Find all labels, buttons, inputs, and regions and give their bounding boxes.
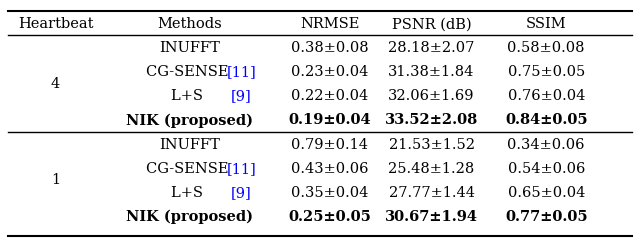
Text: [9]: [9]: [231, 89, 252, 103]
Text: 25.48±1.28: 25.48±1.28: [388, 162, 475, 176]
Text: 0.19±0.04: 0.19±0.04: [288, 113, 371, 127]
Text: INUFFT: INUFFT: [159, 138, 220, 151]
Text: PSNR (dB): PSNR (dB): [392, 18, 471, 31]
Text: 0.76±0.04: 0.76±0.04: [508, 89, 585, 103]
Text: 0.22±0.04: 0.22±0.04: [291, 89, 368, 103]
Text: 0.58±0.08: 0.58±0.08: [508, 41, 585, 55]
Text: 0.77±0.05: 0.77±0.05: [505, 210, 588, 224]
Text: NIK (proposed): NIK (proposed): [126, 210, 253, 224]
Text: 0.75±0.05: 0.75±0.05: [508, 65, 585, 79]
Text: 30.67±1.94: 30.67±1.94: [385, 210, 478, 224]
Text: CG-SENSE: CG-SENSE: [146, 65, 233, 79]
Text: 0.23±0.04: 0.23±0.04: [291, 65, 368, 79]
Text: 0.79±0.14: 0.79±0.14: [291, 138, 368, 151]
Text: 0.35±0.04: 0.35±0.04: [291, 186, 368, 200]
Text: 28.18±2.07: 28.18±2.07: [388, 41, 475, 55]
Text: 27.77±1.44: 27.77±1.44: [388, 186, 474, 200]
Text: 0.54±0.06: 0.54±0.06: [508, 162, 585, 176]
Text: 0.34±0.06: 0.34±0.06: [508, 138, 585, 151]
Text: 4: 4: [51, 77, 60, 91]
Text: 0.84±0.05: 0.84±0.05: [505, 113, 588, 127]
Text: [11]: [11]: [227, 65, 257, 79]
Text: 32.06±1.69: 32.06±1.69: [388, 89, 475, 103]
Text: [11]: [11]: [227, 162, 257, 176]
Text: 21.53±1.52: 21.53±1.52: [388, 138, 474, 151]
Text: 1: 1: [51, 173, 60, 187]
Text: 0.65±0.04: 0.65±0.04: [508, 186, 585, 200]
Text: 0.43±0.06: 0.43±0.06: [291, 162, 368, 176]
Text: NIK (proposed): NIK (proposed): [126, 113, 253, 127]
Text: 31.38±1.84: 31.38±1.84: [388, 65, 475, 79]
Text: L+S: L+S: [171, 186, 208, 200]
Text: [9]: [9]: [231, 186, 252, 200]
Text: Heartbeat: Heartbeat: [18, 18, 93, 31]
Text: NRMSE: NRMSE: [300, 18, 359, 31]
Text: L+S: L+S: [171, 89, 208, 103]
Text: Methods: Methods: [157, 18, 221, 31]
Text: SSIM: SSIM: [526, 18, 566, 31]
Text: 0.25±0.05: 0.25±0.05: [288, 210, 371, 224]
Text: CG-SENSE: CG-SENSE: [146, 162, 233, 176]
Text: 0.38±0.08: 0.38±0.08: [291, 41, 369, 55]
Text: INUFFT: INUFFT: [159, 41, 220, 55]
Text: 33.52±2.08: 33.52±2.08: [385, 113, 478, 127]
